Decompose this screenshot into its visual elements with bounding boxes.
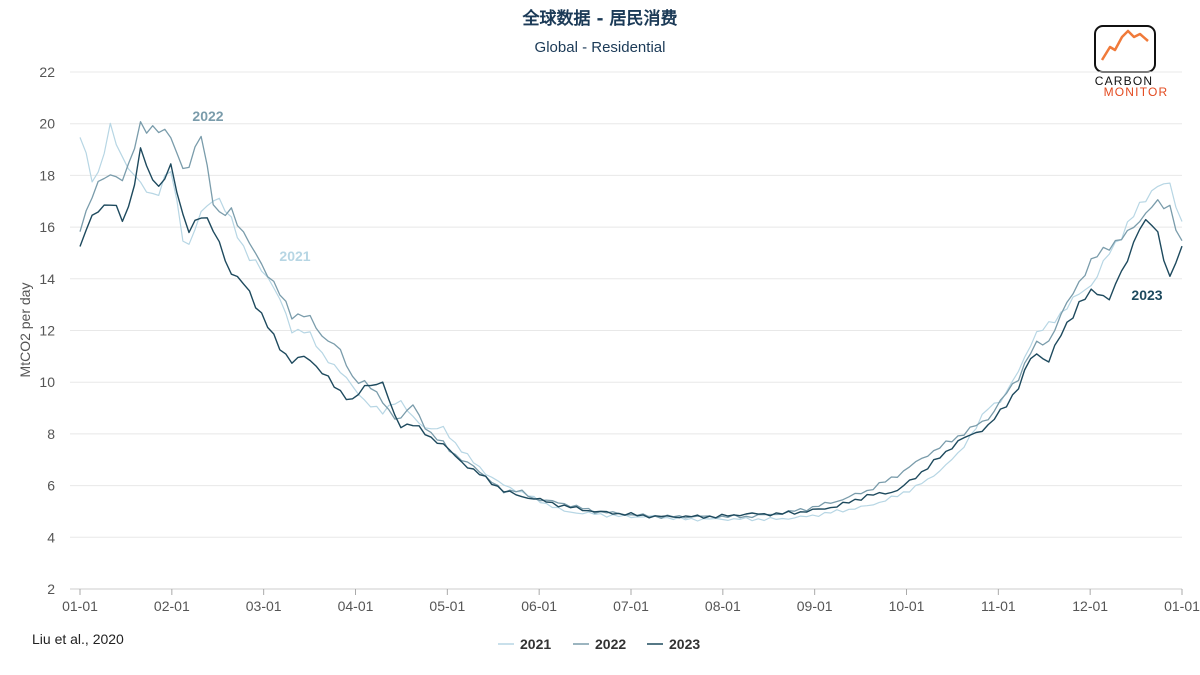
annotation-2023: 2023 (1131, 287, 1162, 303)
legend-label: 2023 (669, 636, 700, 652)
x-tick-label: 07-01 (613, 598, 649, 614)
annotations: 2022 2021 2023 (192, 108, 1162, 303)
logo-text-monitor: MONITOR (1104, 85, 1169, 99)
logo: CARBON MONITOR (1094, 25, 1169, 99)
logo-line-icon (1100, 29, 1149, 61)
legend-item-2021[interactable]: 2021 (498, 636, 551, 652)
logo-text-carbon: CARBON (1095, 74, 1154, 88)
x-tick-label: 05-01 (429, 598, 465, 614)
x-axis: 01-01 02-01 03-01 04-01 05-01 06-01 07-01 08-01… (62, 589, 1200, 614)
y-tick-label: 2 (47, 581, 55, 597)
x-tick-label: 06-01 (521, 598, 557, 614)
grid (70, 71, 1182, 590)
y-tick-label: 4 (47, 529, 55, 545)
x-tick-label: 03-01 (246, 598, 282, 614)
y-tick-label: 12 (39, 323, 55, 339)
source-note: Liu et al., 2020 (32, 631, 124, 647)
legend-item-2023[interactable]: 2023 (647, 636, 700, 652)
series-line-2021 (79, 122, 1183, 522)
y-tick-label: 8 (47, 426, 55, 442)
x-tick-label: 04-01 (338, 598, 374, 614)
series-line-2023 (79, 147, 1183, 519)
legend[interactable]: 2021 2022 2023 (498, 636, 700, 652)
annotation-2022: 2022 (192, 108, 223, 124)
x-tick-label: 12-01 (1072, 598, 1108, 614)
y-tick-label: 20 (39, 116, 55, 132)
y-tick-label: 6 (47, 478, 55, 494)
y-axis: 2 4 6 8 10 12 14 16 18 20 22 (39, 64, 55, 597)
x-tick-label: 02-01 (154, 598, 190, 614)
y-tick-label: 18 (39, 167, 55, 183)
x-tick-label: 01-01 (1164, 598, 1200, 614)
y-tick-label: 22 (39, 64, 55, 80)
legend-label: 2021 (520, 636, 551, 652)
y-tick-label: 14 (39, 271, 55, 287)
x-tick-label: 01-01 (62, 598, 98, 614)
chart-subtitle: Global - Residential (535, 39, 666, 56)
y-axis-label: MtCO2 per day (17, 283, 33, 378)
legend-label: 2022 (595, 636, 626, 652)
x-tick-label: 08-01 (705, 598, 741, 614)
y-tick-label: 16 (39, 219, 55, 235)
x-tick-label: 10-01 (889, 598, 925, 614)
series-line-2022 (79, 121, 1183, 520)
y-tick-label: 10 (39, 374, 55, 390)
series-lines (79, 121, 1183, 522)
annotation-2021: 2021 (279, 248, 310, 264)
x-tick-label: 11-01 (981, 598, 1016, 614)
chart-title: 全球数据 - 居民消费 (522, 8, 678, 29)
x-tick-label: 09-01 (797, 598, 833, 614)
legend-item-2022[interactable]: 2022 (573, 636, 626, 652)
